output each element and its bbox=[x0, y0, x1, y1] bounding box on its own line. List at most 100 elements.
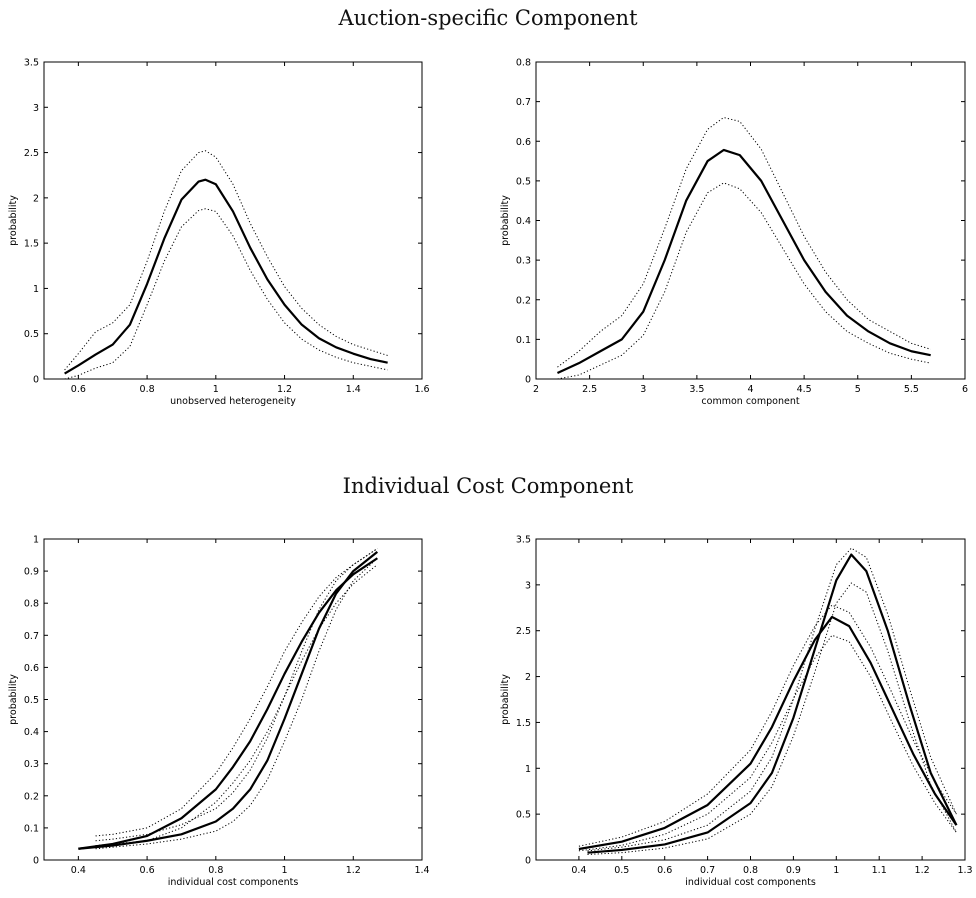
estimate-line-0 bbox=[64, 178, 388, 375]
section-title-auction: Auction-specific Component bbox=[338, 6, 638, 30]
y-tick-label: 0.5 bbox=[24, 329, 39, 340]
x-tick-label: 4 bbox=[747, 384, 753, 395]
y-tick-label: 0.1 bbox=[24, 823, 39, 834]
x-axis-label: unobserved heterogeneity bbox=[170, 396, 296, 407]
x-tick-label: 0.6 bbox=[140, 865, 155, 876]
y-tick-label: 0 bbox=[525, 856, 531, 867]
estimate-line-1 bbox=[587, 553, 958, 854]
x-tick-label: 1 bbox=[213, 384, 219, 395]
y-tick-label: 1.5 bbox=[516, 718, 531, 729]
confidence-band-line-2 bbox=[95, 548, 378, 837]
y-tick-label: 2 bbox=[525, 672, 531, 683]
y-tick-label: 0.7 bbox=[516, 97, 531, 108]
x-tick-label: 1.4 bbox=[414, 865, 429, 876]
x-tick-label: 5 bbox=[855, 384, 861, 395]
x-axis-label: individual cost components bbox=[685, 877, 816, 888]
y-tick-label: 0 bbox=[33, 375, 39, 386]
y-tick-label: 2 bbox=[33, 193, 39, 204]
x-tick-label: 1.1 bbox=[872, 865, 887, 876]
confidence-band-line-4 bbox=[95, 548, 378, 842]
y-tick-label: 2.5 bbox=[516, 626, 531, 637]
y-tick-label: 0 bbox=[33, 856, 39, 867]
x-tick-label: 4.5 bbox=[797, 384, 812, 395]
chart-common-component: 2 2.5 3 3.5 4 4.5 5 5.5 6 0 0.1 0.2 0.3 0.4 0.5 0.6 0.7 0… bbox=[500, 58, 968, 408]
x-tick-label: 0.8 bbox=[743, 865, 758, 876]
y-tick-label: 1.5 bbox=[24, 239, 39, 250]
y-tick-label: 0.7 bbox=[24, 631, 39, 642]
x-tick-label: 2 bbox=[533, 384, 539, 395]
estimate-line-1 bbox=[78, 550, 379, 850]
confidence-band-line-5 bbox=[95, 557, 378, 850]
plot-frame bbox=[535, 538, 966, 861]
y-axis-label: probability bbox=[8, 195, 19, 246]
confidence-band-line-1 bbox=[64, 150, 388, 371]
x-tick-label: 0.5 bbox=[614, 865, 629, 876]
y-tick-label: 0.3 bbox=[24, 759, 39, 770]
x-tick-label: 0.4 bbox=[71, 865, 86, 876]
y-tick-label: 0.4 bbox=[24, 727, 39, 738]
x-tick-label: 1 bbox=[833, 865, 839, 876]
y-tick-label: 0.8 bbox=[516, 58, 531, 69]
confidence-band-line-5 bbox=[587, 582, 957, 855]
y-tick-label: 0.6 bbox=[516, 137, 531, 148]
y-tick-label: 0.5 bbox=[516, 810, 531, 821]
chart-individual-cost-cdf: 0.4 0.6 0.8 1 1.2 1.4 0 0.1 0.2 0.3 0.4 0.5 0.6 0.7 0.… bbox=[8, 535, 430, 889]
estimate-line-0 bbox=[556, 148, 931, 375]
x-tick-label: 0.6 bbox=[657, 865, 672, 876]
y-tick-label: 3.5 bbox=[24, 58, 39, 69]
x-tick-label: 1.6 bbox=[414, 384, 429, 395]
x-tick-label: 3.5 bbox=[689, 384, 704, 395]
confidence-band-line-3 bbox=[578, 634, 957, 852]
y-tick-label: 0.6 bbox=[24, 663, 39, 674]
x-tick-label: 0.8 bbox=[140, 384, 155, 395]
y-tick-label: 3 bbox=[33, 103, 39, 114]
x-tick-label: 6 bbox=[962, 384, 968, 395]
x-tick-label: 1.3 bbox=[957, 865, 972, 876]
y-axis-label: probability bbox=[500, 674, 511, 725]
section-title-individual: Individual Cost Component bbox=[342, 474, 634, 498]
y-tick-label: 2.5 bbox=[24, 148, 39, 159]
y-tick-label: 0.2 bbox=[24, 791, 39, 802]
x-tick-label: 0.9 bbox=[786, 865, 801, 876]
y-tick-label: 0.8 bbox=[24, 599, 39, 610]
y-tick-label: 0.9 bbox=[24, 567, 39, 578]
chart-individual-cost-pdf: 0.4 0.5 0.6 0.7 0.8 0.9 1 1.1 1.2 1.3 0 0.5 1 1.5 2 2.5… bbox=[500, 535, 973, 889]
y-tick-label: 0.2 bbox=[516, 295, 531, 306]
x-axis-label: common component bbox=[701, 396, 799, 407]
confidence-band-line-2 bbox=[64, 208, 388, 380]
x-tick-label: 0.6 bbox=[71, 384, 86, 395]
y-tick-label: 1 bbox=[33, 284, 39, 295]
confidence-band-line-2 bbox=[578, 604, 957, 847]
y-axis-label: probability bbox=[8, 674, 19, 725]
confidence-band-line-4 bbox=[587, 547, 957, 852]
x-tick-label: 1.4 bbox=[346, 384, 361, 395]
confidence-band-line-3 bbox=[95, 564, 378, 847]
y-tick-label: 3.5 bbox=[516, 535, 531, 546]
x-tick-label: 2.5 bbox=[582, 384, 597, 395]
y-axis-label: probability bbox=[500, 195, 511, 246]
x-tick-label: 1 bbox=[282, 865, 288, 876]
confidence-band-line-1 bbox=[557, 116, 931, 368]
x-tick-label: 3 bbox=[640, 384, 646, 395]
plot-frame bbox=[43, 61, 423, 380]
y-tick-label: 0.5 bbox=[24, 695, 39, 706]
y-tick-label: 1 bbox=[525, 764, 531, 775]
x-tick-label: 0.4 bbox=[571, 865, 586, 876]
x-tick-label: 1.2 bbox=[346, 865, 361, 876]
y-tick-label: 0.5 bbox=[516, 176, 531, 187]
x-tick-label: 1.2 bbox=[277, 384, 292, 395]
y-tick-label: 0.4 bbox=[516, 216, 531, 227]
x-tick-label: 5.5 bbox=[904, 384, 919, 395]
y-tick-label: 1 bbox=[33, 535, 39, 546]
confidence-band-line-2 bbox=[557, 182, 931, 380]
x-tick-label: 0.8 bbox=[208, 865, 223, 876]
x-axis-label: individual cost components bbox=[168, 877, 299, 888]
x-tick-label: 0.7 bbox=[700, 865, 715, 876]
y-tick-label: 0 bbox=[525, 375, 531, 386]
plot-frame bbox=[43, 538, 423, 861]
y-tick-label: 0.3 bbox=[516, 256, 531, 267]
y-tick-label: 3 bbox=[525, 580, 531, 591]
chart-unobserved-heterogeneity: 0.6 0.8 1 1.2 1.4 1.6 0 0.5 1 1.5 2 2.5 3 3.5 unobserv… bbox=[8, 58, 430, 408]
estimate-line-0 bbox=[578, 615, 958, 851]
x-tick-label: 1.2 bbox=[915, 865, 930, 876]
